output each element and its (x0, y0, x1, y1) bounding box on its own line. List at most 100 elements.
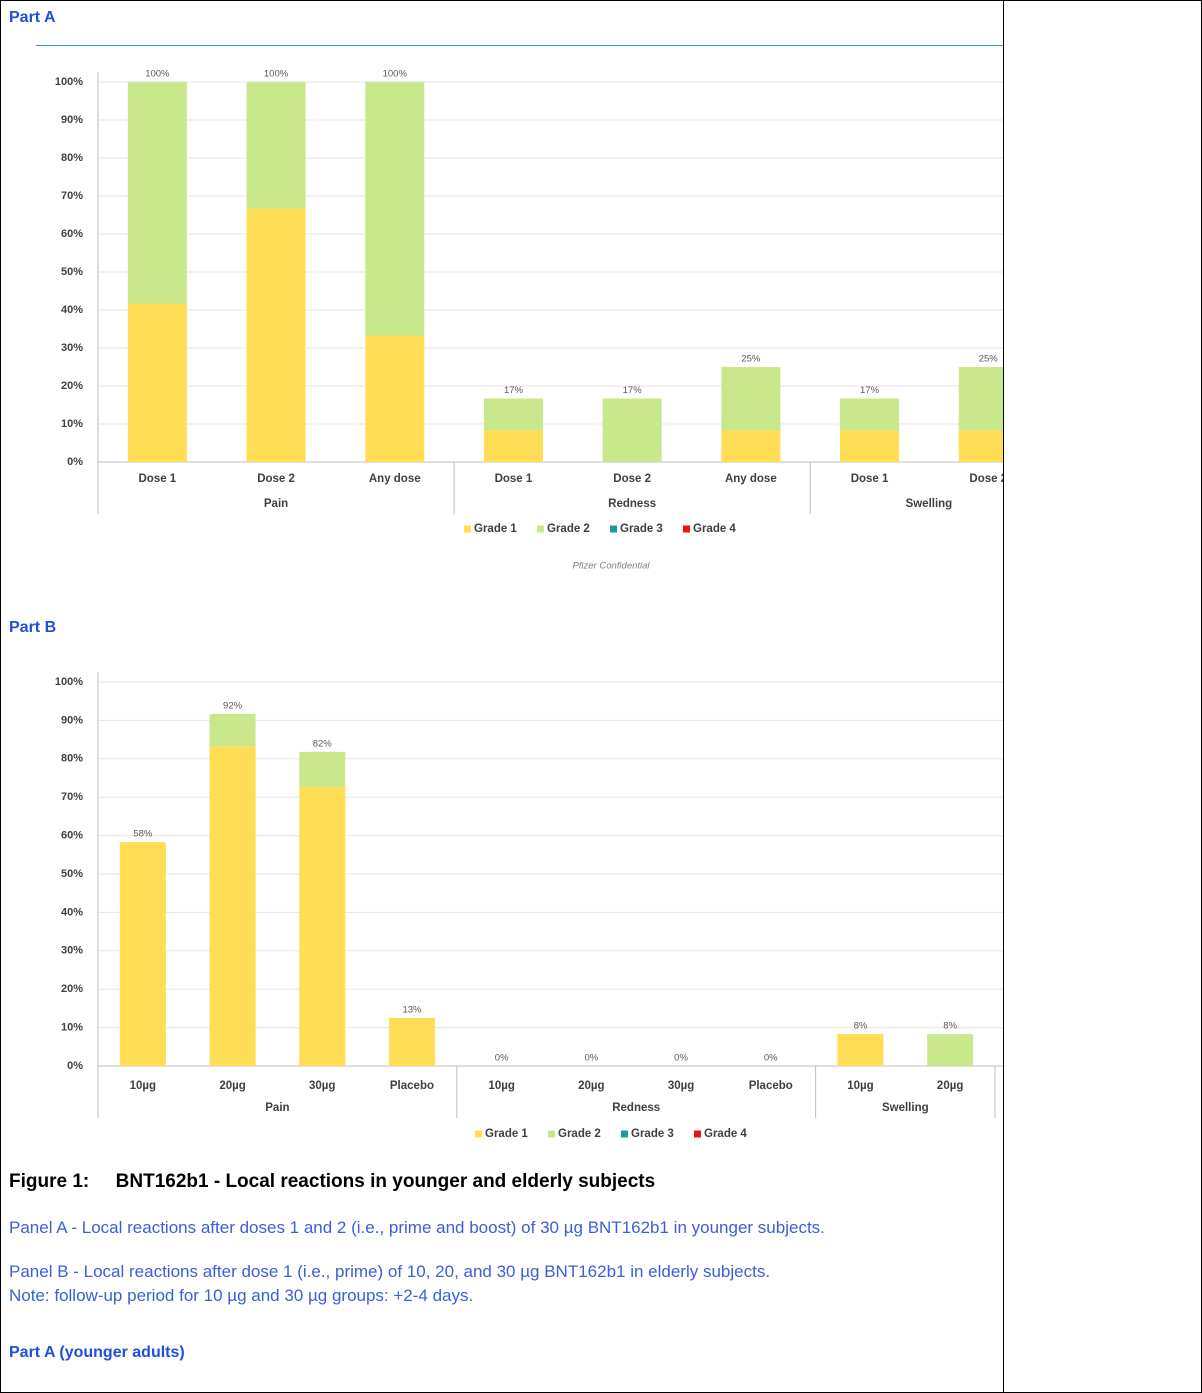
legend-swatch (537, 525, 544, 533)
note: Pfizer Confidential (572, 561, 650, 572)
total-label: 8% (943, 1021, 957, 1032)
y-tick-label: 50% (61, 868, 83, 880)
total-label: 82% (313, 738, 333, 749)
y-tick-label: 30% (61, 945, 83, 957)
total-label: 17% (623, 385, 643, 396)
bar-segment (721, 430, 781, 462)
paragraph: Panel B - Local reactions after dose 1 (… (9, 1262, 771, 1281)
x-tick-label: Dose 1 (851, 473, 889, 485)
total-label: 58% (133, 829, 153, 840)
y-tick-label: 20% (61, 380, 83, 392)
legend-swatch (475, 1130, 482, 1138)
bar-segment (958, 430, 1003, 462)
figure-title: BNT162b1 - Local reactions in younger an… (115, 1171, 656, 1192)
legend-label: Grade 2 (547, 523, 590, 535)
total-label: 100% (383, 69, 408, 80)
legend-swatch (610, 525, 617, 533)
bar-segment (388, 1018, 435, 1066)
y-tick-label: 90% (61, 114, 83, 126)
legend-label: Grade 3 (620, 523, 663, 535)
x-tick-label: 20µg (937, 1080, 963, 1092)
rule (36, 45, 1003, 46)
x-tick-label: Any dose (725, 473, 777, 485)
bar-segment (299, 751, 346, 787)
total-label: 0% (495, 1053, 509, 1064)
y-tick-label: 40% (61, 304, 83, 316)
bar-segment (119, 842, 166, 1066)
legend-label: Grade 4 (704, 1128, 747, 1140)
y-tick-label: 80% (61, 152, 83, 164)
legend-label: Grade 3 (631, 1128, 674, 1140)
x-tick-label: 10µg (130, 1080, 156, 1092)
group-label: Pain (264, 498, 288, 510)
x-tick-label: Placebo (390, 1080, 434, 1092)
total-label: 25% (979, 354, 999, 365)
x-tick-label: Dose 2 (257, 473, 295, 485)
paragraph: Note: follow-up period for 10 µg and 30 … (9, 1286, 474, 1305)
x-tick-label: Any dose (369, 473, 421, 485)
y-tick-label: 0% (67, 1060, 83, 1072)
group-label: Pain (265, 1102, 289, 1114)
total-label: 0% (674, 1053, 688, 1064)
total-label: 0% (764, 1053, 778, 1064)
group-label: Redness (612, 1102, 660, 1114)
bar-segment (127, 303, 187, 462)
x-tick-label: 20µg (578, 1080, 604, 1092)
cell-border (1003, 1, 1004, 1392)
y-tick-label: 80% (61, 753, 83, 765)
y-tick-label: 90% (61, 714, 83, 726)
figure-caption: Figure 1: BNT162b1 - Local reactions in … (9, 1171, 655, 1193)
y-tick-label: 40% (61, 906, 83, 918)
x-tick-label: Dose 2 (969, 473, 1003, 485)
y-tick-label: 10% (61, 418, 83, 430)
bar-segment (840, 398, 900, 431)
bar-segment (602, 398, 662, 462)
bar-segment (927, 1034, 974, 1066)
bar-segment (840, 430, 900, 462)
total-label: 17% (504, 385, 524, 396)
x-tick-label: 30µg (309, 1080, 335, 1092)
y-tick-label: 60% (61, 228, 83, 240)
total-label: 0% (584, 1053, 598, 1064)
bar-segment (299, 786, 346, 1066)
x-tick-label: 30µg (668, 1080, 694, 1092)
legend-swatch (694, 1130, 701, 1138)
paragraph: Panel A - Local reactions after doses 1 … (9, 1218, 825, 1237)
bar-segment (483, 398, 543, 431)
y-tick-label: 100% (55, 76, 83, 88)
section-heading: Part A (9, 9, 56, 26)
y-tick-label: 10% (61, 1022, 83, 1034)
bar-segment (837, 1034, 884, 1066)
bar-segment (721, 367, 781, 431)
charts: 0% 10% 20% 30% 40% 50% 60% 70% 80% 90% 100% Dose 1 1… (55, 69, 1003, 1140)
figure-label: Figure 1: (9, 1171, 90, 1192)
total-label: 92% (223, 700, 243, 711)
bar-segment (246, 82, 306, 209)
x-tick-label: Dose 2 (613, 473, 651, 485)
x-tick-label: 10µg (488, 1080, 514, 1092)
section-heading: Part B (9, 619, 57, 636)
total-label: 13% (402, 1005, 422, 1016)
bar-segment (365, 335, 425, 462)
legend-swatch (621, 1130, 628, 1138)
y-tick-label: 70% (61, 190, 83, 202)
total-label: 17% (860, 385, 880, 396)
bar-segment (209, 746, 256, 1066)
y-tick-label: 100% (55, 676, 83, 688)
y-tick-label: 30% (61, 342, 83, 354)
bar-segment (127, 82, 187, 304)
group-label: Swelling (882, 1102, 929, 1114)
bar-segment (246, 208, 306, 462)
legend-label: Grade 2 (558, 1128, 601, 1140)
y-tick-label: 60% (61, 830, 83, 842)
group-label: Swelling (906, 498, 953, 510)
x-tick-label: Placebo (749, 1080, 793, 1092)
y-tick-label: 70% (61, 791, 83, 803)
total-label: 100% (145, 69, 170, 80)
x-tick-label: 10µg (847, 1080, 873, 1092)
legend-swatch (464, 525, 471, 533)
legend-label: Grade 1 (485, 1128, 528, 1140)
bar-segment (365, 82, 425, 336)
legend-swatch (683, 525, 690, 533)
